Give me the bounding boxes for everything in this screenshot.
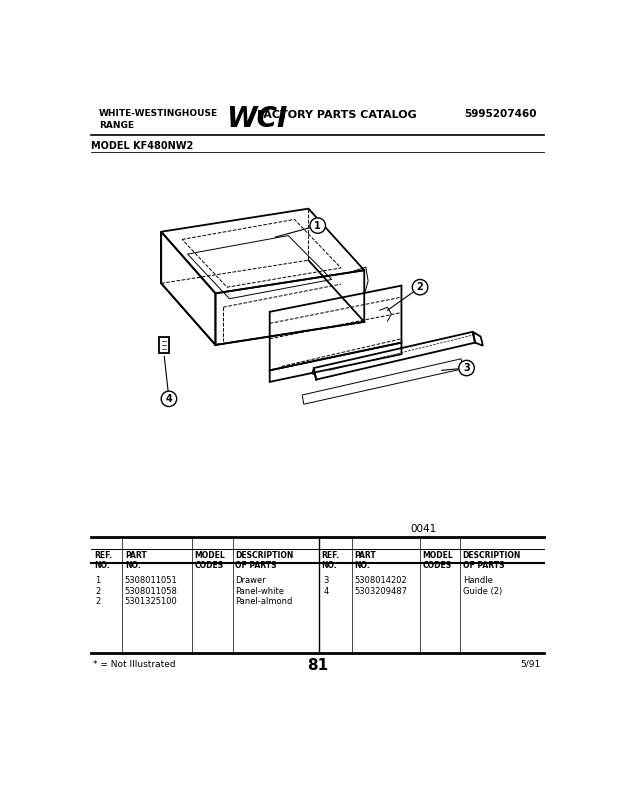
Text: MODEL
CODES: MODEL CODES: [422, 551, 453, 570]
Text: 5995207460: 5995207460: [464, 109, 536, 118]
Text: REF.
NO.: REF. NO.: [94, 551, 112, 570]
Text: DESCRIPTION
OF PARTS: DESCRIPTION OF PARTS: [235, 551, 293, 570]
Text: 5308014202: 5308014202: [354, 576, 407, 585]
Text: WCI: WCI: [226, 106, 288, 133]
Text: Panel-almond: Panel-almond: [235, 597, 292, 607]
Text: PART
NO.: PART NO.: [125, 551, 146, 570]
Text: 81: 81: [307, 658, 329, 673]
Text: 4: 4: [323, 587, 329, 596]
Text: 2: 2: [417, 282, 423, 292]
Text: 5301325100: 5301325100: [125, 597, 177, 607]
Text: WHITE-WESTINGHOUSE
RANGE: WHITE-WESTINGHOUSE RANGE: [99, 109, 218, 130]
Text: Handle: Handle: [463, 576, 492, 585]
Text: 5308011058: 5308011058: [125, 587, 178, 596]
Text: DESCRIPTION
OF PARTS: DESCRIPTION OF PARTS: [463, 551, 521, 570]
Text: Panel-white: Panel-white: [235, 587, 284, 596]
Text: 0041: 0041: [410, 525, 437, 534]
Text: 5303209487: 5303209487: [354, 587, 407, 596]
Text: Guide (2): Guide (2): [463, 587, 502, 596]
Circle shape: [459, 361, 474, 376]
Text: Drawer: Drawer: [235, 576, 265, 585]
Text: 3: 3: [323, 576, 329, 585]
Text: 4: 4: [166, 394, 172, 404]
Circle shape: [310, 218, 326, 234]
Text: 3: 3: [463, 363, 470, 373]
Circle shape: [412, 279, 428, 295]
Text: * = Not Illustrated: * = Not Illustrated: [93, 660, 175, 669]
Text: MODEL KF480NW2: MODEL KF480NW2: [92, 141, 193, 151]
Text: 5308011051: 5308011051: [125, 576, 177, 585]
Text: FACTORY PARTS CATALOG: FACTORY PARTS CATALOG: [257, 110, 417, 120]
Text: 1: 1: [314, 221, 321, 230]
Text: 2: 2: [95, 587, 100, 596]
Text: PART
NO.: PART NO.: [354, 551, 376, 570]
Text: 2: 2: [95, 597, 100, 607]
Text: MODEL
CODES: MODEL CODES: [195, 551, 225, 570]
Text: REF.
NO.: REF. NO.: [322, 551, 340, 570]
Text: 5/91: 5/91: [520, 660, 540, 669]
Circle shape: [161, 391, 177, 406]
Text: 1: 1: [95, 576, 100, 585]
